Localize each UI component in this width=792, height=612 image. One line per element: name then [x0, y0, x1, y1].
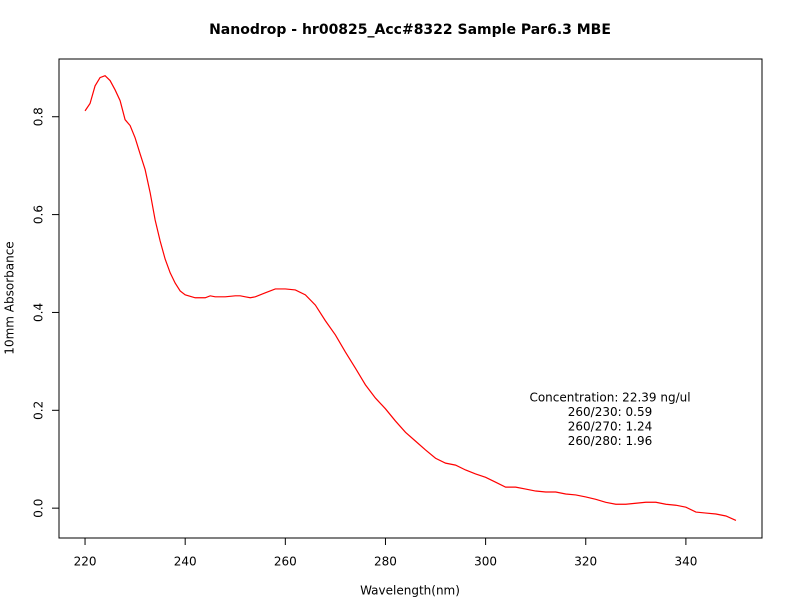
y-tick-label: 0.4: [32, 303, 46, 322]
plot-box: [58, 58, 763, 539]
x-tick-label: 220: [74, 555, 97, 569]
x-tick-label: 300: [474, 555, 497, 569]
x-tick-label: 260: [274, 555, 297, 569]
annotation: 260/270: 1.24: [568, 420, 652, 434]
x-tick-label: 280: [374, 555, 397, 569]
y-tick-label: 0.2: [32, 401, 46, 420]
x-axis-label: Wavelength(nm): [360, 584, 460, 598]
data-line: [84, 74, 737, 521]
y-tick-label: 0.8: [32, 107, 46, 126]
annotation: 260/230: 0.59: [568, 405, 652, 419]
x-tick-label: 340: [674, 555, 697, 569]
annotation: 260/280: 1.96: [568, 434, 652, 448]
x-tick-label: 320: [574, 555, 597, 569]
y-tick-label: 0.6: [32, 205, 46, 224]
chart-title: Nanodrop - hr00825_Acc#8322 Sample Par6.…: [209, 22, 611, 38]
y-tick-label: 0.0: [32, 499, 46, 518]
x-tick-label: 240: [174, 555, 197, 569]
y-axis-label: 10mm Absorbance: [3, 241, 17, 354]
annotation: Concentration: 22.39 ng/ul: [529, 391, 690, 405]
